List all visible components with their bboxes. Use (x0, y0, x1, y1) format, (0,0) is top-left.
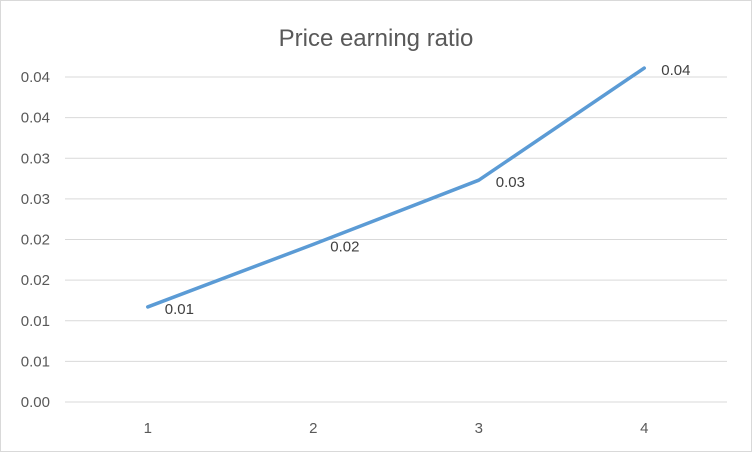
y-tick-label: 0.01 (21, 313, 50, 330)
series-group (146, 66, 646, 309)
y-tick-label: 0.01 (21, 353, 50, 370)
y-tick-label: 0.00 (21, 394, 50, 411)
data-label: 0.01 (165, 301, 194, 318)
y-tick-label: 0.04 (21, 69, 50, 86)
x-tick-label: 1 (144, 420, 152, 437)
data-label: 0.02 (330, 238, 359, 255)
x-tick-label: 3 (475, 420, 483, 437)
y-tick-label: 0.02 (21, 232, 50, 249)
x-axis-tick-labels: 1 2 3 4 (144, 420, 649, 437)
y-tick-label: 0.02 (21, 272, 50, 289)
chart-title: Price earning ratio (279, 25, 474, 52)
y-tick-label: 0.03 (21, 150, 50, 167)
y-tick-label: 0.03 (21, 191, 50, 208)
data-label: 0.04 (661, 62, 690, 79)
y-axis-tick-labels: 0.00 0.01 0.01 0.02 0.02 0.03 0.03 0.04 0.04 (21, 69, 50, 411)
series-line (146, 66, 646, 309)
y-tick-label: 0.04 (21, 110, 50, 127)
data-labels-group: 0.01 0.02 0.03 0.04 (165, 62, 691, 318)
gridlines (65, 76, 727, 403)
x-tick-label: 2 (309, 420, 317, 437)
data-label: 0.03 (496, 174, 525, 191)
x-tick-label: 4 (640, 420, 648, 437)
